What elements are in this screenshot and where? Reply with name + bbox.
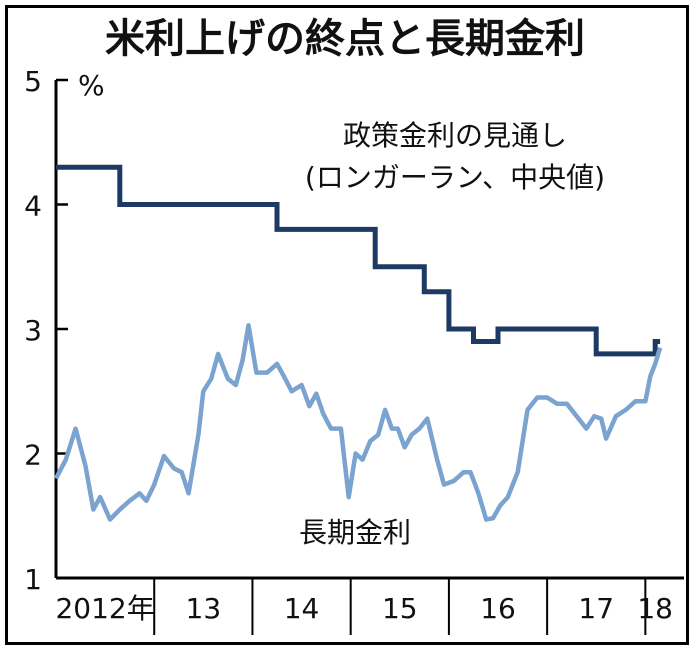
x-tick-label: 2012年 [55,592,154,625]
x-tick-label: 15 [382,592,418,625]
y-unit-label: % [78,69,105,102]
x-tick-label: 14 [284,592,320,625]
series-lines [54,164,663,522]
x-tick-label: 17 [578,592,614,625]
policy-rate-label-line2: (ロンガーラン、中央値) [305,161,605,194]
chart-frame [5,5,689,645]
axes: 1 2 3 4 5 2012年 13 14 15 16 17 18 [24,65,684,635]
policy-rate-label: 政策金利の見通し (ロンガーラン、中央値) [305,119,605,194]
y-tick-label: 5 [24,65,42,98]
long-term-rate-label: 長期金利 [299,516,411,549]
long-term-rate-line [54,323,663,522]
policy-rate-line [56,164,661,357]
x-tick-label: 13 [186,592,222,625]
y-tick-label: 4 [24,190,42,223]
policy-rate-label-line1: 政策金利の見通し [343,119,567,152]
y-tick-label: 3 [24,314,42,347]
x-tick-label: 16 [480,592,516,625]
y-tick-label: 1 [24,563,42,596]
y-tick-label: 2 [24,439,42,472]
chart-title: 米利上げの終点と長期金利 [105,16,585,62]
x-tick-label: 18 [637,592,673,625]
